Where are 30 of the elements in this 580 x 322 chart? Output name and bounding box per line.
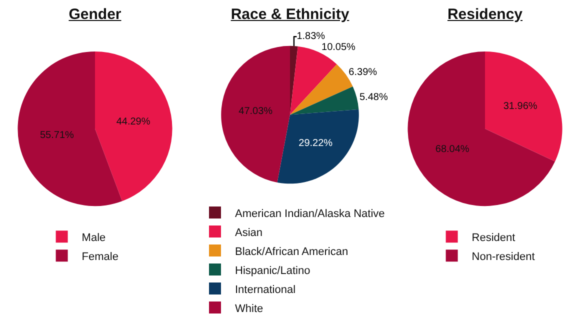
data-label: 29.22% (298, 138, 333, 149)
pie-slice (221, 46, 290, 182)
legend-label: Resident (472, 232, 516, 244)
data-label: 1.83% (296, 31, 326, 42)
pie-slice (408, 52, 556, 206)
pie-slice (277, 109, 359, 184)
legend-label: American Indian/Alaska Native (235, 208, 385, 220)
chart-title: Residency (446, 6, 524, 23)
chart-title: Gender (68, 6, 122, 23)
pie-slice (95, 52, 172, 202)
legend-label: Male (82, 232, 106, 244)
legend-label: International (235, 284, 296, 296)
legend-label: White (235, 302, 264, 315)
legend-label: Non-resident (472, 250, 535, 263)
data-label: 31.96% (503, 100, 538, 112)
data-label: 44.29% (116, 116, 150, 128)
legend-label: Asian (235, 226, 263, 239)
legend-label: Female (82, 250, 118, 263)
chart-title: Race & Ethnicity (230, 6, 350, 23)
legend-label: Black/African American (235, 246, 348, 258)
data-label: 6.39% (348, 67, 378, 78)
pie-slice (290, 86, 359, 115)
data-label: 55.71% (40, 130, 74, 142)
pie-slice (485, 52, 562, 162)
data-label: 10.05% (322, 42, 356, 54)
data-label: 5.48% (359, 92, 388, 103)
pie-slice (290, 46, 298, 115)
data-label: 68.04% (435, 144, 470, 156)
data-label: 47.03% (238, 106, 273, 118)
legend-label: Hispanic/Latino (235, 264, 310, 277)
